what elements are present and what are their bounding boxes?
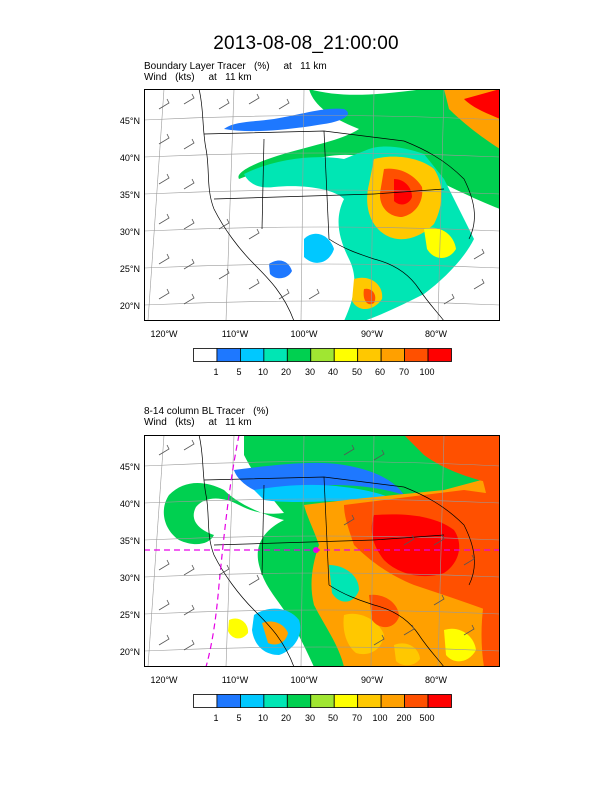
bottom-lat-label: 30°N [119, 573, 140, 583]
bottom-panel-title-line2: Wind (kts) at 11 km [144, 417, 252, 428]
bottom-colorbar-label: 30 [304, 713, 315, 723]
top-graticule [144, 89, 500, 321]
bottom-lon-label: 110°W [221, 675, 249, 685]
top-lon-label: 80°W [424, 329, 448, 339]
colorbar-swatch [263, 348, 288, 362]
bottom-source-marker [313, 547, 319, 553]
bottom-map [144, 435, 500, 667]
bottom-colorbar-label: 20 [280, 713, 291, 723]
top-colorbar-label: 60 [374, 367, 385, 377]
colorbar-swatch [380, 694, 405, 708]
top-colorbar-label: 20 [280, 367, 291, 377]
bottom-colorbar-label: 100 [372, 713, 388, 723]
bottom-lat-label: 20°N [119, 647, 140, 657]
bottom-colorbar-label: 1 [213, 713, 219, 723]
colorbar-swatch [286, 348, 312, 362]
top-colorbar-label: 40 [327, 367, 338, 377]
bottom-lat-label: 35°N [119, 536, 140, 546]
colorbar-swatch [404, 348, 429, 362]
bottom-graticule [144, 435, 500, 667]
top-lat-label: 35°N [119, 190, 140, 200]
colorbar-swatch [216, 694, 241, 708]
top-colorbar [193, 348, 452, 362]
colorbar-swatch [333, 348, 359, 362]
colorbar-swatch [427, 694, 452, 708]
top-lat-label: 45°N [119, 116, 140, 126]
bottom-colorbar-label: 50 [327, 713, 338, 723]
top-lat-label: 25°N [119, 264, 140, 274]
bottom-lat-label: 25°N [119, 610, 140, 620]
bottom-lat-label: 45°N [119, 462, 140, 472]
top-colorbar-label: 100 [419, 367, 435, 377]
colorbar-swatch [333, 694, 359, 708]
bottom-colorbar-label: 70 [351, 713, 362, 723]
bottom-colorbar-label: 500 [419, 713, 435, 723]
bottom-lat-label: 40°N [119, 499, 140, 509]
bottom-lon-label: 80°W [424, 675, 448, 685]
main-title: 2013-08-08_21:00:00 [213, 33, 399, 54]
colorbar-swatch [404, 694, 429, 708]
bottom-colorbar-label: 200 [396, 713, 412, 723]
top-colorbar-label: 50 [351, 367, 362, 377]
colorbar-swatch [310, 348, 335, 362]
top-lat-label: 30°N [119, 227, 140, 237]
top-lat-label: 20°N [119, 301, 140, 311]
top-map [144, 89, 500, 321]
bottom-cross-section-lines [144, 435, 500, 667]
bottom-wind-barbs [158, 439, 475, 651]
top-lon-label: 120°W [150, 329, 178, 339]
top-lon-label: 110°W [221, 329, 249, 339]
bottom-colorbar-label: 5 [236, 713, 242, 723]
top-lon-label: 100°W [290, 329, 318, 339]
colorbar-swatch [357, 694, 382, 708]
top-lat-label: 40°N [119, 153, 140, 163]
colorbar-swatch [193, 348, 218, 362]
bottom-colorbar [193, 694, 452, 708]
bottom-colorbar-label: 10 [257, 713, 268, 723]
top-colorbar-label: 10 [257, 367, 268, 377]
bottom-tracer-field [163, 435, 500, 667]
colorbar-swatch [193, 694, 218, 708]
bottom-lon-label: 90°W [360, 675, 384, 685]
top-lon-label: 90°W [360, 329, 384, 339]
colorbar-swatch [357, 348, 382, 362]
top-panel-title-line1: Boundary Layer Tracer (%) at 11 km [144, 61, 327, 72]
bottom-lon-label: 120°W [150, 675, 178, 685]
colorbar-swatch [263, 694, 288, 708]
bottom-lon-label: 100°W [290, 675, 318, 685]
top-panel-title-line2: Wind (kts) at 11 km [144, 72, 252, 83]
bottom-boundaries [198, 435, 475, 667]
colorbar-swatch [240, 348, 265, 362]
top-tracer-field [224, 89, 500, 321]
top-colorbar-label: 5 [236, 367, 242, 377]
colorbar-swatch [310, 694, 335, 708]
bottom-panel-title-line1: 8-14 column BL Tracer (%) [144, 406, 269, 417]
top-boundaries [198, 89, 475, 321]
top-colorbar-label: 70 [398, 367, 409, 377]
top-colorbar-label: 1 [213, 367, 219, 377]
colorbar-swatch [216, 348, 241, 362]
top-colorbar-label: 30 [304, 367, 315, 377]
colorbar-swatch [240, 694, 265, 708]
colorbar-swatch [427, 348, 452, 362]
top-wind-barbs [158, 93, 485, 305]
colorbar-swatch [380, 348, 405, 362]
colorbar-swatch [286, 694, 312, 708]
